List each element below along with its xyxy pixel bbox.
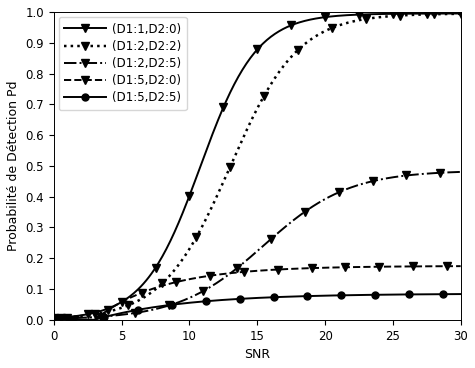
- (D1:1,D2:0): [228, 88, 234, 92]
- (D1:5,D2:5): [371, 293, 377, 297]
- Line: (D1:2,D2:2): (D1:2,D2:2): [50, 10, 465, 322]
- Line: (D1:5,D2:5): (D1:5,D2:5): [50, 291, 464, 323]
- Line: (D1:1,D2:0): (D1:1,D2:0): [50, 9, 465, 322]
- (D1:2,D2:5): [458, 170, 464, 174]
- Line: (D1:2,D2:5): (D1:2,D2:5): [50, 168, 465, 323]
- Y-axis label: Probabilité de Détection Pd: Probabilité de Détection Pd: [7, 81, 20, 251]
- (D1:5,D2:0): [228, 271, 234, 275]
- (D1:5,D2:0): [215, 272, 221, 277]
- (D1:1,D2:0): [428, 11, 434, 16]
- (D1:2,D2:5): [371, 179, 377, 183]
- (D1:5,D2:5): [458, 292, 464, 296]
- (D1:1,D2:0): [329, 14, 335, 18]
- (D1:5,D2:5): [215, 298, 221, 302]
- (D1:5,D2:0): [394, 264, 400, 269]
- (D1:2,D2:5): [51, 316, 57, 321]
- (D1:5,D2:0): [458, 264, 464, 268]
- (D1:5,D2:5): [51, 318, 57, 322]
- (D1:1,D2:0): [215, 118, 221, 123]
- (D1:5,D2:0): [371, 265, 377, 269]
- (D1:1,D2:0): [371, 12, 377, 16]
- (D1:5,D2:5): [394, 292, 400, 297]
- (D1:5,D2:5): [329, 293, 335, 298]
- (D1:5,D2:5): [428, 292, 434, 297]
- (D1:2,D2:2): [329, 26, 335, 30]
- (D1:5,D2:5): [228, 297, 234, 301]
- (D1:1,D2:0): [51, 316, 57, 320]
- Legend: (D1:1,D2:0), (D1:2,D2:2), (D1:2,D2:5), (D1:5,D2:0), (D1:5,D2:5): (D1:1,D2:0), (D1:2,D2:2), (D1:2,D2:5), (…: [58, 17, 187, 110]
- X-axis label: SNR: SNR: [244, 348, 270, 361]
- (D1:2,D2:2): [371, 15, 377, 20]
- (D1:2,D2:5): [228, 270, 234, 275]
- (D1:2,D2:2): [228, 161, 234, 166]
- (D1:1,D2:0): [458, 11, 464, 16]
- (D1:2,D2:2): [215, 192, 221, 196]
- (D1:1,D2:0): [394, 11, 400, 16]
- (D1:2,D2:5): [215, 280, 221, 284]
- (D1:2,D2:2): [51, 316, 57, 320]
- (D1:2,D2:2): [458, 12, 464, 16]
- (D1:5,D2:0): [428, 264, 434, 269]
- (D1:2,D2:5): [428, 171, 434, 176]
- (D1:2,D2:2): [394, 14, 400, 18]
- (D1:2,D2:5): [394, 174, 400, 179]
- (D1:2,D2:5): [329, 193, 335, 198]
- Line: (D1:5,D2:0): (D1:5,D2:0): [50, 262, 465, 324]
- (D1:5,D2:0): [329, 265, 335, 270]
- (D1:2,D2:2): [428, 12, 434, 17]
- (D1:5,D2:0): [51, 318, 57, 322]
